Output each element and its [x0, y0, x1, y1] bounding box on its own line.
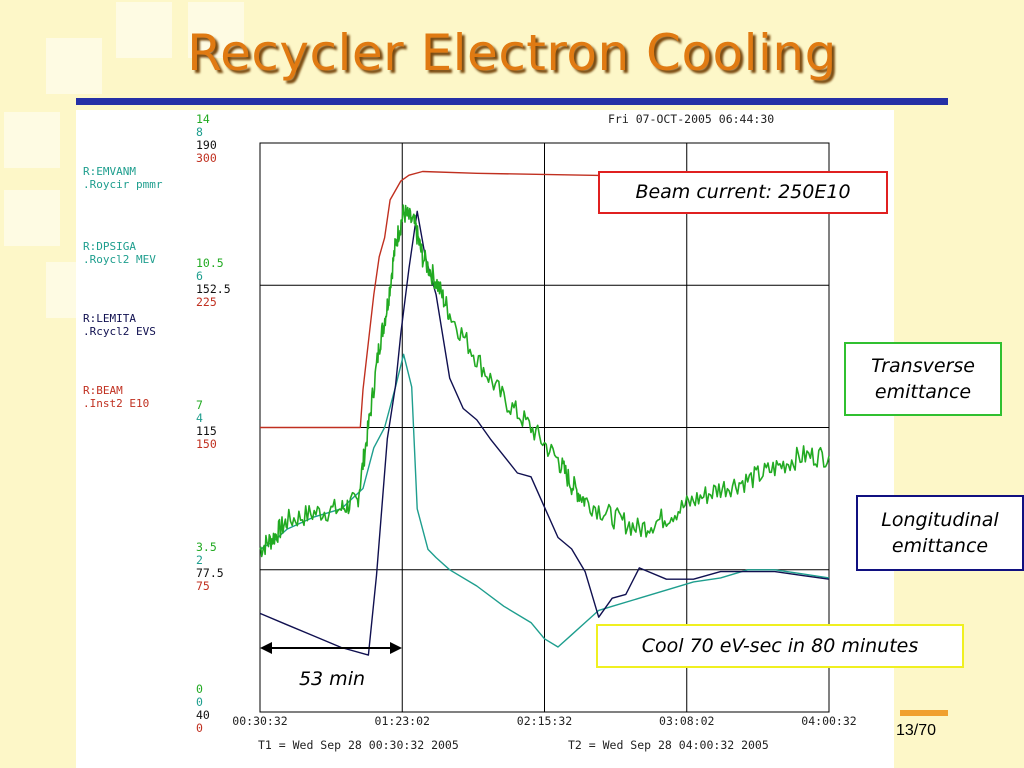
plot-timestamp: Fri 07-OCT-2005 06:44:30 — [608, 112, 774, 126]
transverse-emittance-annotation: Transverse emittance — [844, 342, 1002, 416]
axis-scale-value: 75 — [196, 579, 210, 593]
axis-scale-value: 2 — [196, 553, 203, 567]
channel-desc: .Roycl2 MEV — [83, 253, 156, 266]
bg-square — [4, 190, 60, 246]
axis-scale-value: 190 — [196, 138, 217, 152]
page-number: 13/70 — [896, 722, 937, 739]
channel-desc: .Rcycl2 EVS — [83, 325, 156, 338]
cooling-annotation: Cool 70 eV-sec in 80 minutes — [596, 624, 964, 668]
axis-scale-value: 0 — [196, 682, 203, 696]
duration-arrow — [260, 642, 402, 654]
axis-scale-value: 115 — [196, 424, 217, 438]
transverse-line1: Transverse — [871, 355, 975, 377]
longitudinal-line1: Longitudinal — [881, 509, 999, 531]
channel-desc: .Inst2 E10 — [83, 397, 149, 410]
axis-scale-value: 77.5 — [196, 566, 224, 580]
axis-scale-value: 14 — [196, 112, 210, 126]
duration-label: 53 min — [284, 660, 380, 698]
axis-scale-value: 0 — [196, 695, 203, 709]
channel-name: R:DPSIGA — [83, 240, 136, 253]
x-tick-label: 02:15:32 — [517, 714, 572, 728]
time-range-right: T2 = Wed Sep 28 04:00:32 2005 — [568, 738, 769, 752]
axis-scale-value: 40 — [196, 708, 210, 722]
x-tick-label: 03:08:02 — [659, 714, 714, 728]
axis-scale-value: 8 — [196, 125, 203, 139]
time-range-left: T1 = Wed Sep 28 00:30:32 2005 — [258, 738, 459, 752]
axis-scale-value: 300 — [196, 151, 217, 165]
axis-scale-value: 10.5 — [196, 256, 224, 270]
axis-scale-value: 0 — [196, 721, 203, 735]
axis-scale-value: 152.5 — [196, 282, 231, 296]
channel-name: R:LEMITA — [83, 312, 136, 325]
channel-labels: R:EMVANM.Roycir pmmr R:DPSIGA.Roycl2 MEV R… — [83, 112, 231, 735]
chart-series — [259, 170, 830, 656]
axis-scale-value: 150 — [196, 437, 217, 451]
bg-square — [46, 38, 102, 94]
channel-name: R:EMVANM — [83, 165, 136, 178]
x-tick-label: 01:23:02 — [375, 714, 430, 728]
channel-desc: .Roycir pmmr — [83, 178, 163, 191]
footer-accent — [900, 710, 948, 716]
slide-title: Recycler Electron Cooling — [187, 24, 837, 82]
axis-scale-value: 4 — [196, 411, 203, 425]
x-tick-label: 00:30:32 — [232, 714, 287, 728]
x-tick-labels: 00:30:32 01:23:02 02:15:32 03:08:02 04:00:32 — [232, 714, 856, 728]
x-tick-label: 04:00:32 — [801, 714, 856, 728]
series-line-lemita — [259, 210, 830, 656]
axis-scale-value: 3.5 — [196, 540, 217, 554]
series-line-emvanm — [259, 353, 830, 648]
axis-scale-value: 225 — [196, 295, 217, 309]
transverse-line2: emittance — [874, 381, 972, 403]
bg-square — [4, 112, 60, 168]
longitudinal-emittance-annotation: Longitudinal emittance — [856, 495, 1024, 571]
bg-square — [188, 2, 244, 58]
title-underline — [76, 98, 948, 105]
series-line-dpsiga — [259, 204, 830, 558]
series-line-beam — [260, 170, 830, 429]
axis-scale-value: 7 — [196, 398, 203, 412]
bg-square — [116, 2, 172, 58]
beam-current-annotation: Beam current: 250E10 — [598, 171, 888, 214]
longitudinal-line2: emittance — [891, 535, 989, 557]
channel-name: R:BEAM — [83, 384, 123, 397]
bg-square — [46, 262, 76, 318]
axis-scale-value: 6 — [196, 269, 203, 283]
